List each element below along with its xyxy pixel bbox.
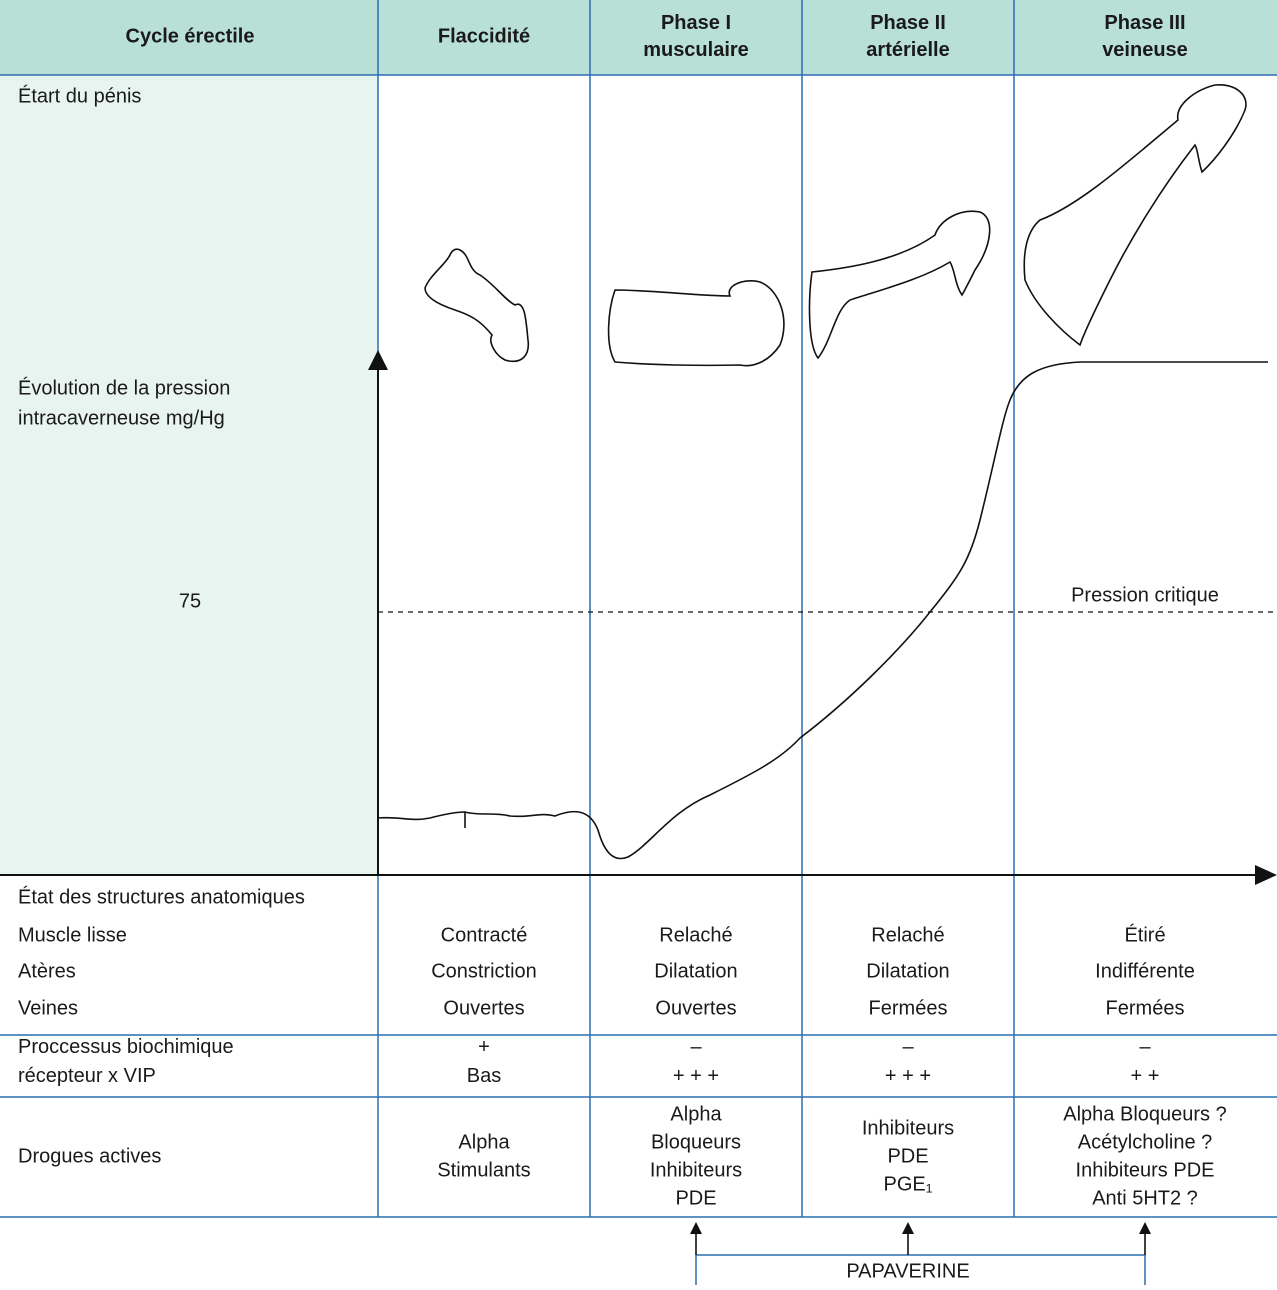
papaverine-label: PAPAVERINE bbox=[846, 1260, 969, 1282]
anatomy-title: État des structures anatomiques bbox=[18, 885, 305, 908]
row-label: Drogues actives bbox=[18, 1145, 161, 1167]
pressure-label: intracaverneuse mg/Hg bbox=[18, 407, 225, 429]
header-cell: Flaccidité bbox=[438, 25, 530, 47]
pressure-value: 75 bbox=[179, 590, 201, 612]
cell: + + bbox=[1131, 1065, 1160, 1087]
row-label: Veines bbox=[18, 997, 78, 1019]
cell: Bas bbox=[467, 1065, 501, 1087]
header-cell: Phase II bbox=[870, 12, 946, 34]
cell: Stimulants bbox=[437, 1159, 530, 1181]
header-cell: Phase I bbox=[661, 12, 731, 34]
cell: PGE₁ bbox=[884, 1173, 933, 1195]
cell: Relaché bbox=[659, 924, 732, 946]
penis-label: Étart du pénis bbox=[18, 84, 141, 107]
cell: Bloqueurs bbox=[651, 1131, 741, 1153]
cell: Dilatation bbox=[654, 960, 737, 982]
cell: Ouvertes bbox=[443, 997, 524, 1019]
cell: Indifférente bbox=[1095, 960, 1195, 982]
header-cell: Phase III bbox=[1104, 12, 1185, 34]
header-bg bbox=[0, 0, 1277, 75]
header-cell: Cycle érectile bbox=[126, 25, 255, 47]
cell: Contracté bbox=[441, 924, 528, 946]
cell: Étiré bbox=[1124, 923, 1165, 946]
cell: Inhibiteurs bbox=[862, 1117, 954, 1139]
critical-label: Pression critique bbox=[1071, 584, 1219, 606]
cell: Ouvertes bbox=[655, 997, 736, 1019]
pressure-label: Évolution de la pression bbox=[18, 376, 230, 399]
cell: Constriction bbox=[431, 960, 537, 982]
cell: Relaché bbox=[871, 924, 944, 946]
cell: PDE bbox=[675, 1187, 716, 1209]
cell: + + + bbox=[885, 1065, 931, 1087]
cell: Alpha bbox=[670, 1103, 722, 1125]
cell: + bbox=[478, 1036, 490, 1058]
cell: Anti 5HT2 ? bbox=[1092, 1187, 1198, 1209]
papaverine-bracket bbox=[690, 1222, 1151, 1285]
cell: – bbox=[690, 1036, 702, 1058]
cell: + + + bbox=[673, 1065, 719, 1087]
cell: Alpha Bloqueurs ? bbox=[1063, 1103, 1226, 1125]
cell: Dilatation bbox=[866, 960, 949, 982]
cell: PDE bbox=[887, 1145, 928, 1167]
header-cell: veineuse bbox=[1102, 39, 1188, 61]
header-cell: musculaire bbox=[643, 39, 749, 61]
cell: Inhibiteurs PDE bbox=[1076, 1159, 1215, 1181]
header-cell: artérielle bbox=[866, 39, 949, 61]
cell: Alpha bbox=[458, 1131, 510, 1153]
row-label: récepteur x VIP bbox=[18, 1065, 156, 1087]
row-label: Atères bbox=[18, 960, 76, 982]
cell: – bbox=[902, 1036, 914, 1058]
pressure-curve bbox=[377, 361, 1268, 860]
cell: Fermées bbox=[869, 997, 948, 1019]
cell: – bbox=[1139, 1036, 1151, 1058]
row-label: Muscle lisse bbox=[18, 924, 127, 946]
cell: Inhibiteurs bbox=[650, 1159, 742, 1181]
grid bbox=[0, 0, 1277, 1218]
cell: Fermées bbox=[1106, 997, 1185, 1019]
penis-drawings bbox=[424, 84, 1247, 367]
cell: Acétylcholine ? bbox=[1078, 1131, 1213, 1153]
row-label: Proccessus biochimique bbox=[18, 1036, 234, 1058]
axes bbox=[0, 350, 1277, 885]
first-col-bg bbox=[0, 75, 378, 875]
